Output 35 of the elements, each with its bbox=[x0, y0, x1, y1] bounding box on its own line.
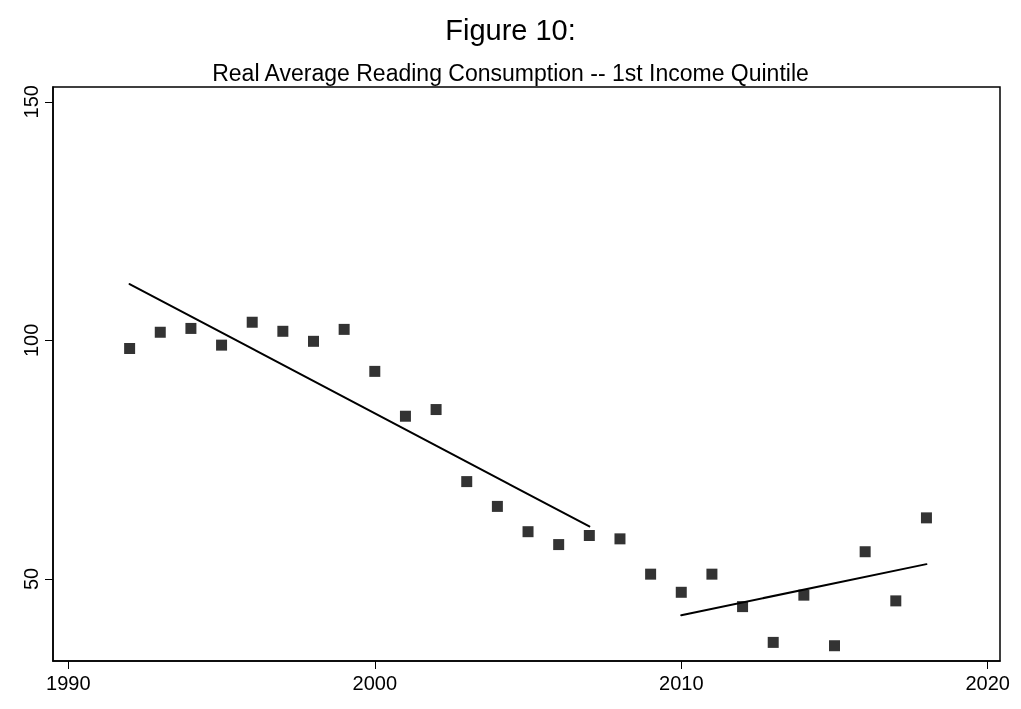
point bbox=[675, 586, 687, 598]
point bbox=[614, 533, 626, 545]
x-tick-label: 1990 bbox=[46, 672, 91, 694]
point bbox=[185, 322, 197, 334]
point bbox=[706, 568, 718, 580]
point bbox=[124, 342, 136, 354]
point bbox=[645, 568, 657, 580]
point bbox=[308, 335, 319, 347]
point bbox=[890, 595, 902, 607]
y-tick-label: 150 bbox=[20, 85, 42, 119]
point bbox=[491, 500, 503, 512]
point bbox=[553, 539, 565, 551]
point bbox=[522, 526, 534, 538]
point bbox=[859, 546, 871, 558]
point bbox=[829, 640, 840, 652]
point bbox=[154, 326, 166, 338]
chart-title: Figure 10: bbox=[445, 13, 576, 46]
x-tick-label: 2010 bbox=[659, 672, 704, 694]
point bbox=[369, 365, 381, 377]
point bbox=[277, 325, 289, 337]
point bbox=[246, 316, 258, 328]
point bbox=[430, 404, 442, 416]
y-tick-label: 100 bbox=[20, 323, 42, 358]
x-tick-label: 2020 bbox=[965, 672, 1010, 694]
point bbox=[461, 476, 473, 488]
point bbox=[216, 339, 228, 351]
x-tick-label: 2000 bbox=[352, 672, 398, 694]
point bbox=[583, 530, 595, 542]
point bbox=[767, 636, 779, 648]
point bbox=[399, 410, 411, 422]
point bbox=[338, 323, 350, 335]
point bbox=[798, 589, 810, 601]
y-tick-label: 50 bbox=[20, 567, 42, 591]
chart-subtitle: Real Average Reading Consumption -- 1st Income Quintile bbox=[212, 59, 809, 86]
point bbox=[920, 512, 932, 524]
